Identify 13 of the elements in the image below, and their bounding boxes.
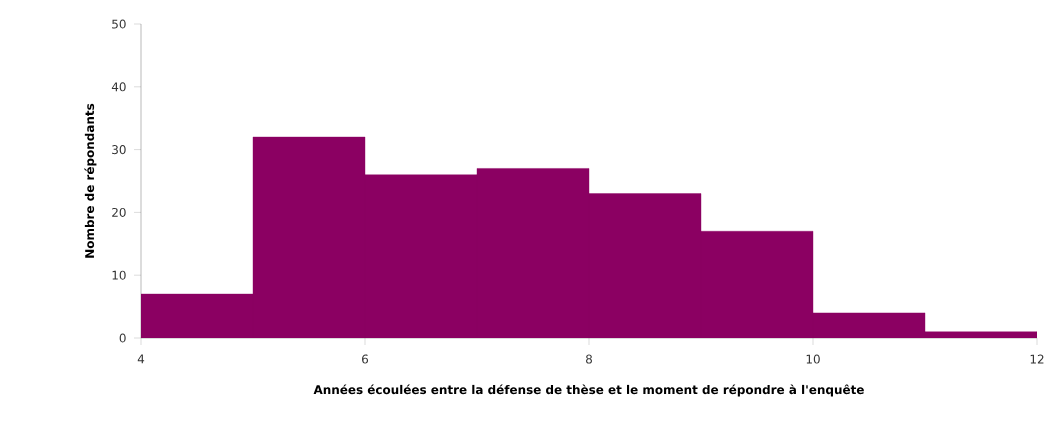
- y-tick-label: 40: [111, 82, 126, 92]
- y-tick-label: 50: [112, 19, 126, 29]
- x-tick-label: 10: [806, 354, 820, 364]
- x-tick-label: 4: [137, 354, 145, 364]
- x-tick-label: 8: [586, 354, 592, 364]
- y-tick-label: 0: [119, 333, 126, 343]
- x-tick-label: 6: [362, 354, 369, 364]
- y-axis-title: Nombre de répondants: [84, 103, 97, 258]
- y-tick-label: 10: [112, 270, 126, 280]
- x-tick-label: 12: [1030, 354, 1044, 364]
- y-tick-label: 20: [112, 207, 126, 217]
- x-axis-title: Années écoulées entre la défense de thèse et le moment de répondre à l'enquête: [313, 384, 864, 397]
- y-tick-label: 30: [112, 145, 126, 155]
